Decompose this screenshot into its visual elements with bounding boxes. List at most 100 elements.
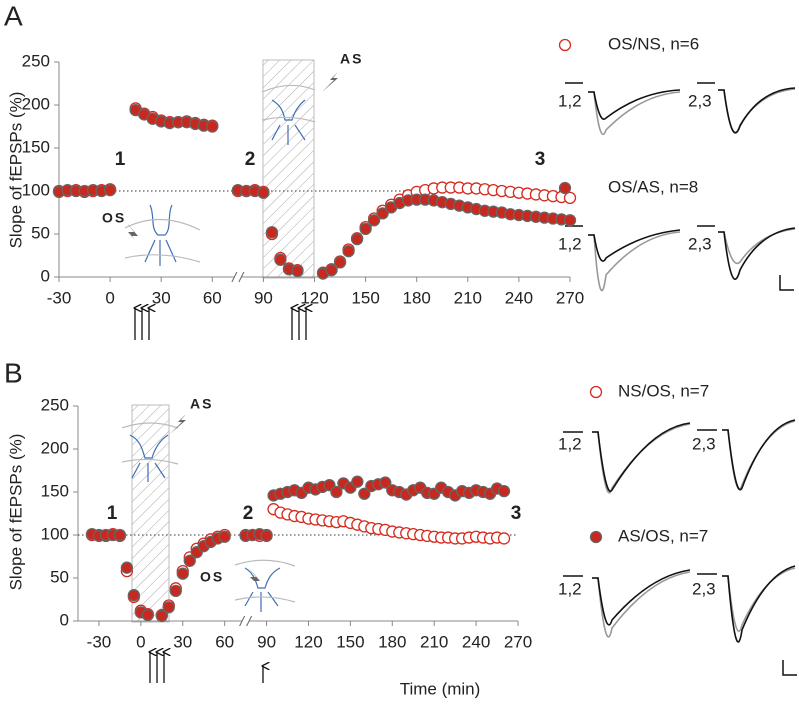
data-point: [563, 214, 577, 227]
x-tick-label: 90: [257, 632, 276, 651]
traces: [565, 82, 796, 292]
stim-box: [131, 404, 170, 623]
legend-label: AS/OS, n=7: [618, 526, 708, 545]
data-point: [169, 584, 182, 598]
x-tick-label: 30: [173, 632, 192, 651]
annotation: 2: [243, 503, 254, 524]
y-axis-label: Slope of fEPSPs (%): [6, 434, 25, 591]
axis-break: [231, 271, 238, 283]
x-tick-label: 0: [105, 288, 114, 307]
annotation: 1: [115, 149, 126, 170]
data-point: [218, 530, 231, 543]
data-point: [497, 484, 511, 498]
data-point: [291, 264, 304, 278]
axis-break-gap: [241, 618, 250, 624]
y-tick-label: 150: [41, 481, 69, 500]
annotation: 3: [511, 503, 522, 524]
x-tick-label: 240: [462, 632, 490, 651]
y-tick-label: 150: [22, 137, 50, 156]
x-tick-label: 150: [351, 288, 379, 307]
axis-break-gap: [233, 274, 242, 280]
stim-arrows: [135, 308, 306, 340]
data-point: [103, 183, 117, 197]
x-tick-label: 150: [336, 632, 364, 651]
stim-box: [262, 59, 315, 279]
panel-label: A: [4, 0, 23, 31]
y-axis-label: Slope of fEPSPs (%): [6, 92, 25, 249]
data-point: [351, 475, 364, 488]
y-tick-label: 50: [50, 567, 69, 586]
x-tick-label: 60: [215, 632, 234, 651]
annotation: 3: [535, 149, 546, 170]
neuron-icon: [121, 422, 296, 612]
annotation: OS: [200, 569, 224, 585]
legend-marker: [589, 530, 603, 544]
y-tick-label: 250: [22, 51, 50, 70]
y-tick-label: 100: [22, 180, 50, 199]
x-tick-label: 210: [420, 632, 448, 651]
legend-marker: [558, 181, 572, 195]
x-tick-label: 90: [254, 288, 273, 307]
legend-marker: [558, 38, 572, 52]
data-point: [342, 245, 355, 258]
annotation: AS: [340, 51, 363, 67]
neuron-icon: [124, 84, 316, 266]
data-point: [497, 532, 511, 545]
x-tick-label: 270: [556, 288, 584, 307]
y-tick-label: 50: [31, 223, 50, 242]
data-point: [260, 529, 273, 543]
x-tick-label: 270: [504, 632, 532, 651]
data-point: [330, 485, 343, 499]
data-point: [325, 263, 338, 277]
x-tick-label: 180: [378, 632, 406, 651]
y-tick-label: 200: [22, 94, 50, 113]
trace-label: 1,2: [558, 234, 582, 253]
data-point: [379, 476, 392, 489]
legend-label: OS/AS, n=8: [608, 177, 698, 196]
panel-label: B: [4, 357, 23, 388]
data-point: [350, 233, 364, 246]
axis-break: [238, 271, 245, 283]
data-point: [358, 487, 371, 500]
data-point: [206, 120, 219, 133]
x-tick-label: 30: [152, 288, 171, 307]
x-tick-label: 120: [294, 632, 322, 651]
data-point: [333, 256, 347, 269]
annotation: OS: [102, 210, 126, 226]
data-point: [257, 186, 270, 199]
data-point: [155, 609, 168, 622]
data-point: [359, 222, 372, 235]
legend-label: OS/NS, n=6: [608, 34, 699, 53]
y-tick-label: 0: [60, 610, 69, 629]
x-tick-label: 180: [403, 288, 431, 307]
data-point: [367, 214, 381, 227]
x-tick-label: 0: [136, 632, 145, 651]
axis-break: [246, 615, 253, 627]
data-point: [162, 601, 175, 614]
x-tick-label: 210: [454, 288, 482, 307]
data-point: [127, 589, 141, 602]
data-point: [183, 554, 196, 567]
legend-label: NS/OS, n=7: [618, 381, 709, 400]
stim-bolt: [170, 414, 260, 585]
y-tick-label: 0: [41, 266, 50, 285]
y-tick-label: 250: [41, 395, 69, 414]
data-point: [141, 608, 154, 622]
annotation: 1: [107, 503, 118, 524]
data-point: [265, 226, 279, 239]
x-tick-label: 240: [505, 288, 533, 307]
x-tick-label: -30: [87, 632, 112, 651]
trace-label: 2,3: [688, 91, 712, 110]
data-point: [120, 561, 134, 574]
data-point: [376, 207, 389, 220]
trace-label: 1,2: [558, 91, 582, 110]
x-tick-label: 60: [203, 288, 222, 307]
stim-arrows: [150, 652, 263, 683]
y-tick-label: 200: [41, 438, 69, 457]
x-tick-label: -30: [47, 288, 72, 307]
data-point: [113, 528, 127, 542]
data-point: [274, 253, 287, 266]
y-tick-label: 100: [41, 524, 69, 543]
data-point: [563, 191, 577, 205]
trace-label: 2,3: [692, 434, 716, 453]
